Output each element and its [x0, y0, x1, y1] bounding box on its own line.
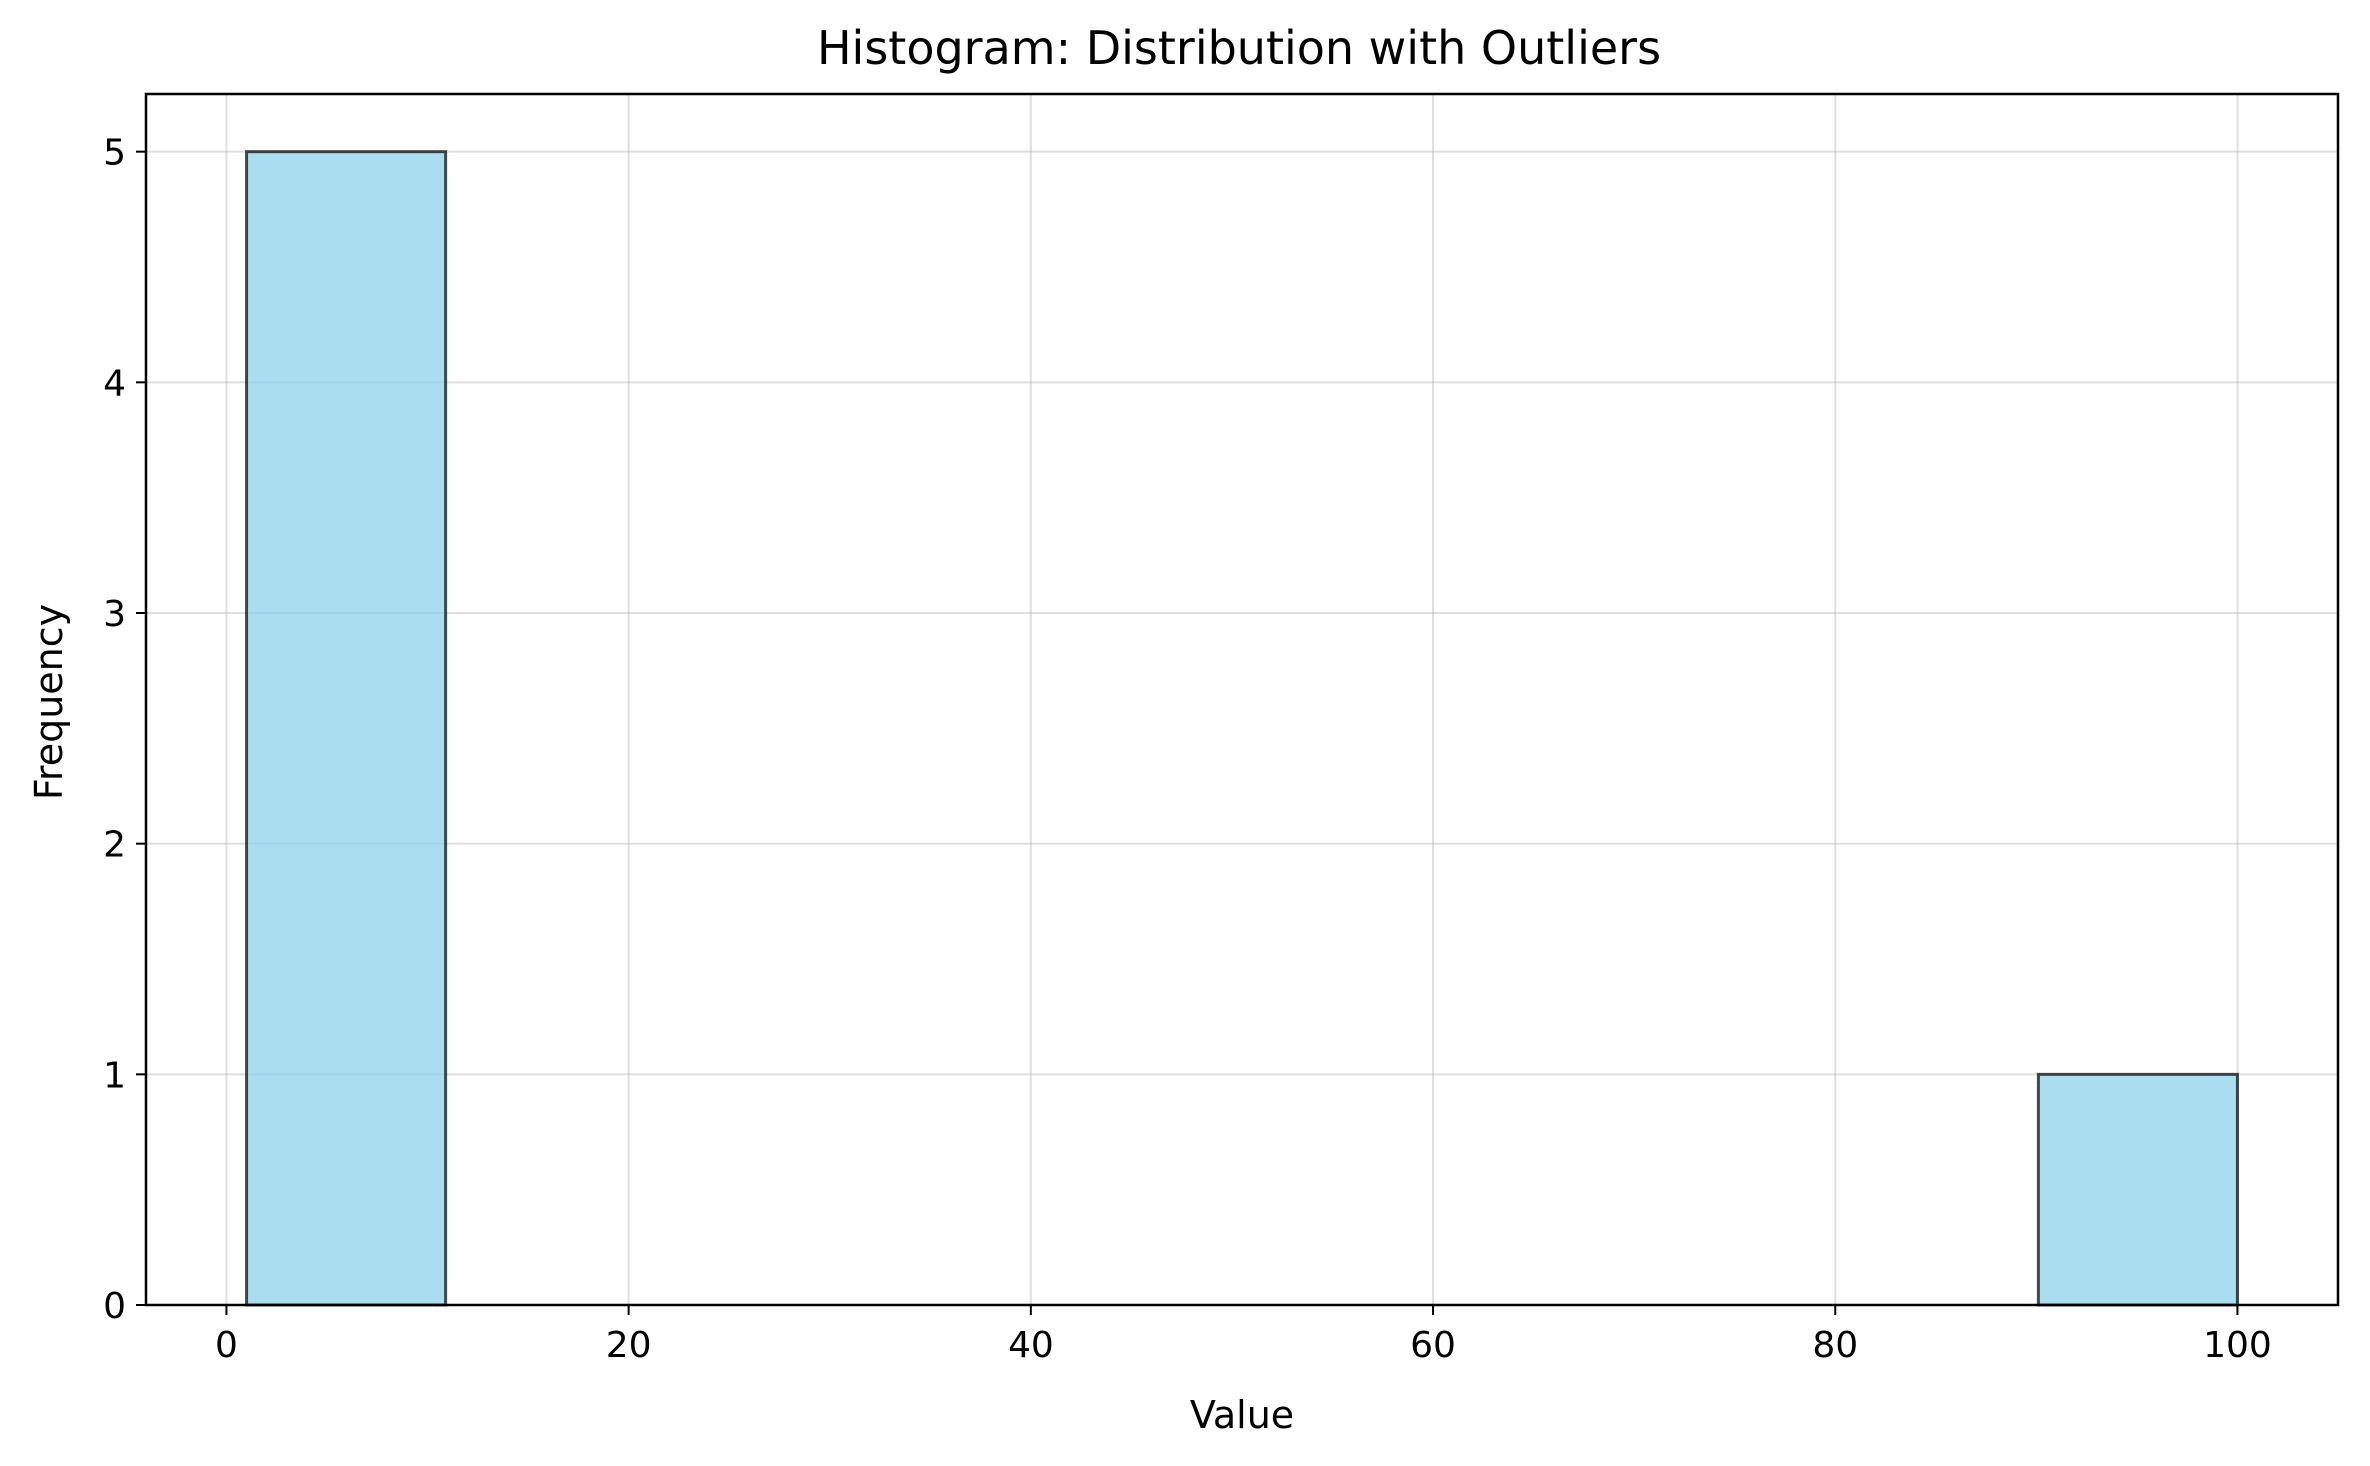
y-tick-label: 5 [103, 133, 126, 174]
y-tick-label: 4 [103, 363, 126, 404]
histogram-bars [245, 150, 2239, 1307]
x-tick-label: 40 [1008, 1325, 1054, 1366]
y-tick-label: 0 [103, 1286, 126, 1327]
y-tick-label: 1 [103, 1055, 126, 1096]
x-tick-label: 20 [606, 1325, 652, 1366]
chart-title: Histogram: Distribution with Outliers [817, 21, 1661, 75]
x-tick-label: 60 [1410, 1325, 1456, 1366]
y-tick-label: 3 [103, 594, 126, 635]
x-tick-label: 100 [2203, 1325, 2272, 1366]
y-axis-ticks: 0 1 2 3 4 5 [103, 133, 146, 1327]
y-tick-label: 2 [103, 825, 126, 866]
histogram-bar [245, 150, 448, 1307]
x-tick-label: 80 [1812, 1325, 1858, 1366]
x-axis-label: Value [1190, 1393, 1294, 1437]
x-tick-label: 0 [215, 1325, 238, 1366]
y-axis-label: Frequency [27, 604, 71, 800]
histogram-bar [2036, 1072, 2239, 1307]
plot-area-frame [144, 92, 2340, 1307]
x-axis-ticks: 0 20 40 60 80 100 [215, 1305, 2272, 1366]
